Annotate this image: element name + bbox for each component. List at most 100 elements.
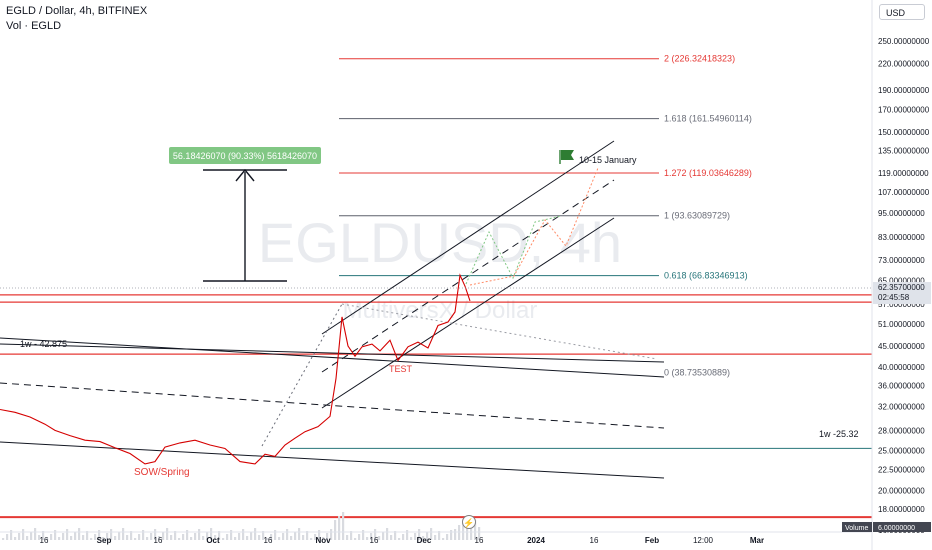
volume-bar [362,530,365,540]
y-tick-label: 32.00000000 [878,403,925,412]
volume-bar [82,535,85,540]
volume-bar [18,533,21,540]
volume-bar [250,532,253,540]
volume-bar [174,531,177,540]
rising-channel-bottom-line [321,217,615,409]
volume-bar [206,532,209,540]
volume-bar [166,528,169,540]
projection-dotted-line [341,303,658,360]
volume-bar [58,537,61,540]
y-tick-label: 83.00000000 [878,233,925,242]
volume-bar [322,537,325,540]
volume-bar [230,530,233,540]
symbol-title: EGLD / Dollar, 4h, BITFINEX [6,5,148,17]
flag-icon [561,150,574,160]
volume-value: 6.00000000 [878,525,915,532]
currency-button[interactable]: USD [879,4,925,20]
volume-bar [442,538,445,540]
volume-bar [422,536,425,540]
volume-bar [110,529,113,540]
volume-bar [426,532,429,540]
volume-bar [274,530,277,540]
volume-bar [38,535,41,540]
volume-bar [246,536,249,540]
x-tick-label: 16 [154,536,163,545]
fib-level-label: 2 (226.32418323) [664,54,735,64]
x-tick-label: 16 [264,536,273,545]
x-tick-label: 16 [590,536,599,545]
projection-path-orange [469,167,599,286]
volume-bar [350,531,353,540]
volume-bar [202,536,205,540]
volume-bar [54,530,57,540]
y-tick-label: 135.00000000 [878,147,930,156]
volume-tag-bg [842,522,872,532]
volume-bar [394,531,397,540]
volume-bar [2,538,5,540]
volume-indicator-title: Vol · EGLD [6,20,62,32]
volume-bar [438,531,441,540]
volume-bar [382,532,385,540]
volume-bar [266,538,269,540]
volume-bar [310,538,313,540]
volume-bar [6,534,9,540]
x-tick-label: 16 [40,536,49,545]
falling-channel-top-line [0,337,665,378]
volume-bar [406,530,409,540]
fib-level-label: 0.618 (66.83346913) [664,271,748,281]
lightning-icon[interactable]: ⚡ [462,515,476,529]
x-tick-label: Nov [315,536,331,545]
current-price-value: 62.35700000 [878,283,925,292]
volume-bar [254,528,257,540]
x-tick-label: Sep [97,536,112,545]
x-tick-label: Dec [417,536,432,545]
volume-bar [262,531,265,540]
volume-bar [226,534,229,540]
volume-bar [302,535,305,540]
y-tick-label: 57.00000000 [878,300,925,309]
volume-bar [90,538,93,540]
weekly-high-label: 1w - 42.875 [20,339,67,349]
volume-bar [318,530,321,540]
volume-bar [134,538,137,540]
falling-channel-mid-line [0,382,665,429]
volume-bar [446,534,449,540]
current-price-tag [873,282,931,305]
volume-bar [398,538,401,540]
volume-bar [50,534,53,540]
volume-bar [78,528,81,540]
y-tick-label: 36.00000000 [878,382,925,391]
volume-bar [450,530,453,540]
volume-bar [474,520,477,540]
volume-bar [190,537,193,540]
x-tick-label: Mar [750,536,764,545]
volume-bar [270,534,273,540]
target-label: 10-15 January [579,155,637,165]
volume-bar [214,535,217,540]
volume-bar [198,529,201,540]
fib-level-label: 1.618 (161.54960114) [664,114,752,124]
weekly-resistance-line [0,343,665,363]
y-tick-label: 25.00000000 [878,447,925,456]
volume-bar [370,533,373,540]
y-tick-label: 119.00000000 [878,169,929,178]
watermark-name: MultiversX / Dollar [343,297,538,324]
volume-bar [74,532,77,540]
volume-bar [22,529,25,540]
y-tick-label: 28.00000000 [878,426,925,435]
volume-bar [186,530,189,540]
volume-bar [26,536,29,540]
volume-bar [210,528,213,540]
volume-bar [334,520,337,540]
volume-bar [154,529,157,540]
volume-bar [298,528,301,540]
volume-bar [434,535,437,540]
fib-level-label: 1 (93.63089729) [664,211,730,221]
volume-bar [342,512,345,540]
volume-bar [286,529,289,540]
volume-bar [158,536,161,540]
projection-dotted-line [261,303,343,447]
volume-bar [142,530,145,540]
